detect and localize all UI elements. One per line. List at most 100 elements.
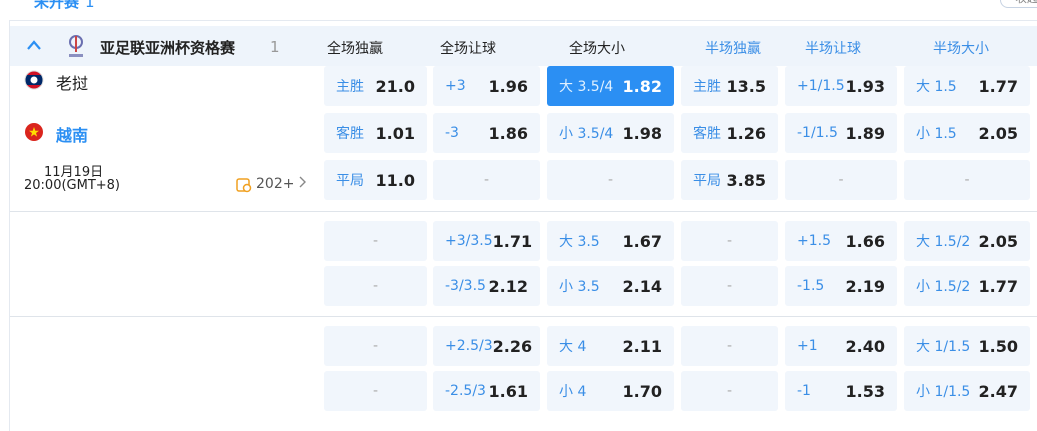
odds-cell[interactable]: 客胜 1.01 <box>324 113 427 153</box>
odds-label: 客胜 <box>693 126 721 142</box>
odds-value: 1.50 <box>978 336 1018 356</box>
odds-label: 小 1.5 <box>916 126 957 142</box>
odds-cell[interactable]: 主胜 21.0 <box>324 66 427 106</box>
odds-value: 2.11 <box>622 336 662 356</box>
odds-cell[interactable]: 主胜 13.5 <box>681 66 778 106</box>
odds-cell[interactable]: -3 1.86 <box>433 113 540 153</box>
home-flag <box>24 70 44 90</box>
odds-cell[interactable]: 大 1/1.5 1.50 <box>904 326 1030 366</box>
odds-label: -3 <box>445 125 459 141</box>
odds-cell[interactable]: +3/3.5 1.71 <box>433 221 540 261</box>
odds-label: -1 <box>797 383 811 399</box>
column-header: 半场让球 <box>805 41 861 57</box>
odds-value: 1.67 <box>622 231 662 251</box>
odds-label: 平局 <box>336 173 364 189</box>
odds-cell: - <box>324 221 427 261</box>
more-markets[interactable]: 202+ <box>256 176 307 192</box>
odds-cell[interactable]: 平局 11.0 <box>324 160 427 200</box>
odds-value: 2.05 <box>978 231 1018 251</box>
odds-label: -3/3.5 <box>445 278 486 294</box>
collapse-chevron[interactable] <box>26 38 42 52</box>
odds-cell: - <box>324 266 427 306</box>
page: 未开赛 1 收起 亚足联亚洲杯资格赛 1 老挝 越南 11月19日 20:00(G… <box>9 0 1037 431</box>
odds-cell: - <box>433 160 540 200</box>
status-label: 未开赛 <box>34 0 80 11</box>
odds-value: 2.05 <box>978 123 1018 143</box>
odds-cell[interactable]: +3 1.96 <box>433 66 540 106</box>
odds-cell[interactable]: +1/1.5 1.93 <box>785 66 897 106</box>
odds-cell: - <box>904 160 1030 200</box>
odds-cell[interactable]: -2.5/3 1.61 <box>433 371 540 411</box>
odds-value: 1.71 <box>492 231 533 251</box>
odds-cell[interactable]: -1 1.53 <box>785 371 897 411</box>
odds-cell[interactable]: 大 3.5/4 1.82 <box>547 66 674 106</box>
odds-label: +3 <box>445 78 466 94</box>
odds-value: 2.40 <box>845 336 885 356</box>
odds-label: +3/3.5 <box>445 233 493 249</box>
odds-value: 2.12 <box>488 276 528 296</box>
odds-cell[interactable]: 平局 3.85 <box>681 160 778 200</box>
odds-cell[interactable]: 小 1/1.5 2.47 <box>904 371 1030 411</box>
odds-cell[interactable]: +1.5 1.66 <box>785 221 897 261</box>
odds-cell[interactable]: 小 1.5 2.05 <box>904 113 1030 153</box>
odds-cell[interactable]: 大 3.5 1.67 <box>547 221 674 261</box>
odds-cell: - <box>681 221 778 261</box>
odds-cell: - <box>785 160 897 200</box>
home-team[interactable]: 老挝 <box>56 74 89 93</box>
league-name[interactable]: 亚足联亚洲杯资格赛 <box>100 39 236 57</box>
group-separator <box>10 316 1037 317</box>
odds-value: 2.26 <box>492 336 533 356</box>
odds-cell[interactable]: 小 1.5/2 1.77 <box>904 266 1030 306</box>
odds-label: +2.5/3 <box>445 338 493 354</box>
odds-label: 大 3.5 <box>559 234 600 250</box>
league-header <box>10 26 1037 66</box>
odds-cell[interactable]: 客胜 1.26 <box>681 113 778 153</box>
odds-value: 1.86 <box>488 123 528 143</box>
odds-label: 小 4 <box>559 384 587 400</box>
odds-value: 1.61 <box>488 381 528 401</box>
odds-cell: - <box>681 266 778 306</box>
more-arrow <box>299 176 306 188</box>
odds-cell[interactable]: 大 4 2.11 <box>547 326 674 366</box>
match-time: 20:00(GMT+8) <box>24 178 121 193</box>
odds-cell[interactable]: -1/1.5 1.89 <box>785 113 897 153</box>
odds-value: 1.53 <box>845 381 885 401</box>
odds-label: +1.5 <box>797 233 831 249</box>
odds-value: 1.70 <box>622 381 662 401</box>
status-count: 1 <box>85 0 95 11</box>
odds-label: 主胜 <box>693 79 721 95</box>
odds-cell[interactable]: 大 1.5 1.77 <box>904 66 1030 106</box>
more-count: 202+ <box>256 176 295 192</box>
league-logo <box>69 35 83 57</box>
odds-value: 21.0 <box>375 76 415 96</box>
odds-value: 1.96 <box>488 76 528 96</box>
odds-value: 1.89 <box>845 123 885 143</box>
odds-label: 小 3.5/4 <box>559 126 614 142</box>
odds-cell: - <box>324 371 427 411</box>
odds-value: 3.85 <box>726 170 766 190</box>
status-tab[interactable]: 未开赛 1 <box>34 0 95 12</box>
odds-value: 2.19 <box>845 276 885 296</box>
odds-value: 13.5 <box>726 76 766 96</box>
away-team[interactable]: 越南 <box>56 126 89 145</box>
odds-cell: - <box>547 160 674 200</box>
odds-value: 1.93 <box>845 76 885 96</box>
odds-value: 1.98 <box>622 123 662 143</box>
column-header: 半场独赢 <box>705 41 761 57</box>
odds-cell: - <box>681 326 778 366</box>
collapse-button[interactable]: 收起 <box>1000 0 1037 8</box>
odds-cell[interactable]: -3/3.5 2.12 <box>433 266 540 306</box>
odds-cell[interactable]: +2.5/3 2.26 <box>433 326 540 366</box>
odds-label: 大 3.5/4 <box>559 79 614 95</box>
odds-cell[interactable]: -1.5 2.19 <box>785 266 897 306</box>
odds-value: 1.82 <box>622 76 662 96</box>
odds-cell[interactable]: +1 2.40 <box>785 326 897 366</box>
odds-value: 1.66 <box>845 231 885 251</box>
odds-label: -1.5 <box>797 278 825 294</box>
odds-cell[interactable]: 小 3.5/4 1.98 <box>547 113 674 153</box>
odds-cell[interactable]: 小 3.5 2.14 <box>547 266 674 306</box>
odds-cell[interactable]: 小 4 1.70 <box>547 371 674 411</box>
odds-cell[interactable]: 大 1.5/2 2.05 <box>904 221 1030 261</box>
column-header: 半场大小 <box>933 41 989 57</box>
odds-label: 大 1.5 <box>916 79 957 95</box>
